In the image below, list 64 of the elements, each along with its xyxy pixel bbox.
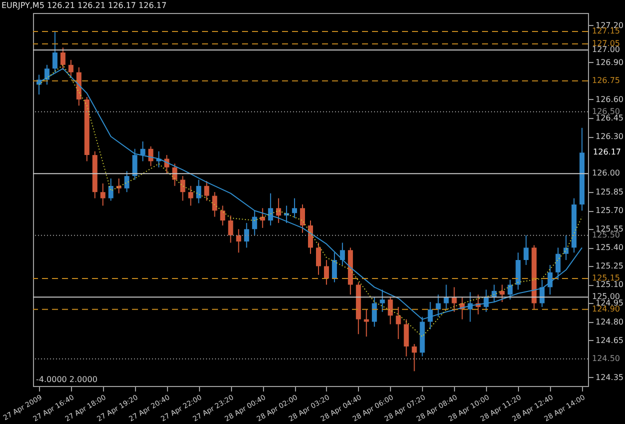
candlestick xyxy=(132,148,138,180)
candlestick xyxy=(228,215,234,244)
candlestick xyxy=(252,210,258,236)
y-tick-label: 124.65 xyxy=(596,336,624,345)
ref-line-label: 127.05 xyxy=(592,38,620,48)
candlestick xyxy=(124,170,130,193)
chart-title: EURJPY,M5 126.21 126.21 126.17 126.17 xyxy=(2,1,167,10)
y-tick-label: 124.80 xyxy=(596,317,624,326)
candlestick xyxy=(436,294,441,318)
candlestick xyxy=(364,308,369,338)
candlestick xyxy=(412,344,417,372)
annotation: 126.17 xyxy=(593,148,622,157)
candlestick xyxy=(388,296,393,325)
y-tick-label: 125.70 xyxy=(596,206,624,216)
candlestick xyxy=(220,205,226,226)
ref-line-label: 125.50 xyxy=(592,230,620,240)
candlestick xyxy=(292,198,298,219)
candlestick xyxy=(300,204,306,234)
candlestick xyxy=(68,59,74,78)
candlestick xyxy=(180,176,186,202)
candlestick xyxy=(564,234,569,261)
candlestick xyxy=(212,192,218,218)
ref-line-label: 126.50 xyxy=(592,106,620,116)
candlestick xyxy=(100,182,106,206)
y-tick-label: 125.10 xyxy=(596,280,624,290)
candlestick xyxy=(276,198,282,224)
candlestick xyxy=(284,205,290,224)
candlestick xyxy=(236,228,242,254)
ref-line-label: 126.00 xyxy=(592,168,620,178)
candlestick xyxy=(508,279,513,300)
candlestick xyxy=(524,234,529,266)
y-tick-label: 126.90 xyxy=(596,58,624,67)
candlestick xyxy=(380,289,385,312)
candlestick xyxy=(60,47,66,70)
candlestick xyxy=(164,154,170,174)
candlestick xyxy=(108,178,114,202)
candlestick xyxy=(116,178,122,194)
candlestick xyxy=(404,318,409,357)
candlestick xyxy=(188,185,194,206)
ref-line-label: 124.50 xyxy=(592,354,620,363)
candlestick xyxy=(244,222,250,248)
annotation: -4.0000 2.0000 xyxy=(36,375,98,384)
y-tick-label: 126.30 xyxy=(596,132,624,142)
candlestick xyxy=(316,242,321,276)
ref-line-label: 124.90 xyxy=(592,304,620,314)
y-tick-label: 126.60 xyxy=(596,94,624,104)
candlestick xyxy=(340,242,345,266)
candlestick xyxy=(332,252,337,283)
candlestick xyxy=(556,247,561,280)
y-tick-label: 125.40 xyxy=(596,243,624,252)
candlestick xyxy=(196,179,202,204)
candlestick xyxy=(500,284,505,303)
candlestick xyxy=(140,140,146,162)
candlestick xyxy=(268,192,274,226)
candlestick xyxy=(396,306,401,340)
ref-line-label: 127.00 xyxy=(592,45,620,54)
y-tick-label: 126.45 xyxy=(596,113,624,122)
candlestick xyxy=(324,260,329,286)
y-tick-label: 125.25 xyxy=(596,262,624,271)
candlestick xyxy=(372,296,377,328)
ref-line-label: 126.75 xyxy=(592,76,620,85)
y-tick-label: 124.35 xyxy=(596,372,624,382)
y-tick-label: 125.85 xyxy=(596,188,624,197)
candlestick xyxy=(204,180,210,202)
